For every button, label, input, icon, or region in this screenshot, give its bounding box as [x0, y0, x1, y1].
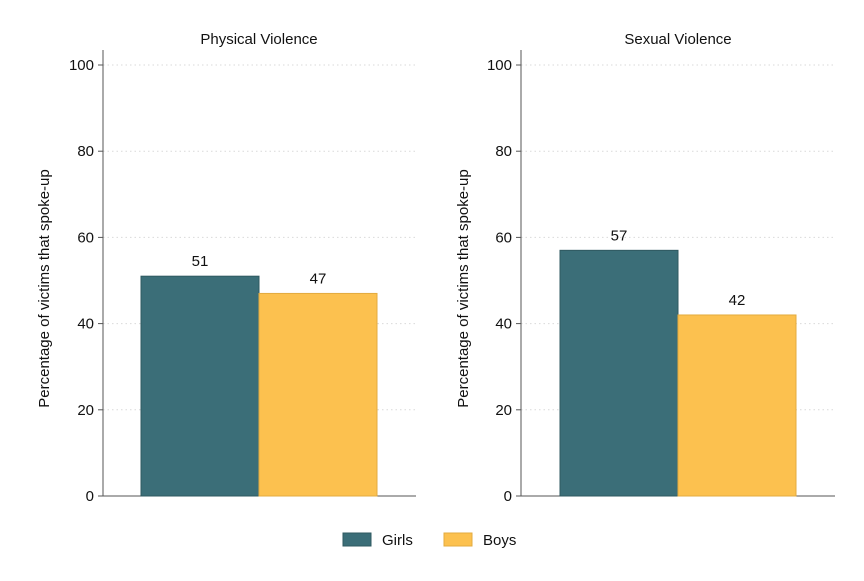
bar-boys — [258, 292, 378, 497]
legend-label-boys: Boys — [483, 532, 516, 549]
y-tick-label: 100 — [487, 57, 512, 74]
y-tick-label: 40 — [495, 316, 512, 333]
bar-girls — [140, 275, 260, 497]
bar-value-label-boys: 42 — [729, 292, 746, 309]
y-tick-label: 80 — [77, 143, 94, 160]
y-tick-label: 60 — [77, 229, 94, 246]
bar-value-label-girls: 51 — [192, 253, 209, 270]
y-tick-label: 0 — [86, 488, 94, 505]
y-tick-label: 60 — [495, 229, 512, 246]
y-axis-label: Percentage of victims that spoke-up — [36, 169, 53, 407]
legend: Girls Boys — [342, 532, 516, 549]
bar-boys — [677, 314, 797, 497]
panel-physical-violence: Physical Violence 0 20 40 60 80 100 Percentage … — [36, 31, 416, 505]
y-tick-label: 80 — [495, 143, 512, 160]
bar-value-label-boys: 47 — [310, 270, 327, 287]
panel-title: Sexual Violence — [624, 31, 731, 48]
y-tick-label: 20 — [77, 402, 94, 419]
bar-girls — [559, 249, 679, 497]
y-axis-label: Percentage of victims that spoke-up — [455, 169, 472, 407]
y-tick-label: 0 — [504, 488, 512, 505]
panel-title: Physical Violence — [200, 31, 317, 48]
bar-value-label-girls: 57 — [611, 227, 628, 244]
y-tick-label: 20 — [495, 402, 512, 419]
legend-label-girls: Girls — [382, 532, 413, 549]
legend-swatch-boys — [443, 532, 473, 547]
y-tick-label: 100 — [69, 57, 94, 74]
legend-swatch-girls — [342, 532, 372, 547]
y-tick-label: 40 — [77, 316, 94, 333]
panel-sexual-violence: Sexual Violence 0 20 40 60 80 100 Percentage of… — [455, 31, 835, 505]
